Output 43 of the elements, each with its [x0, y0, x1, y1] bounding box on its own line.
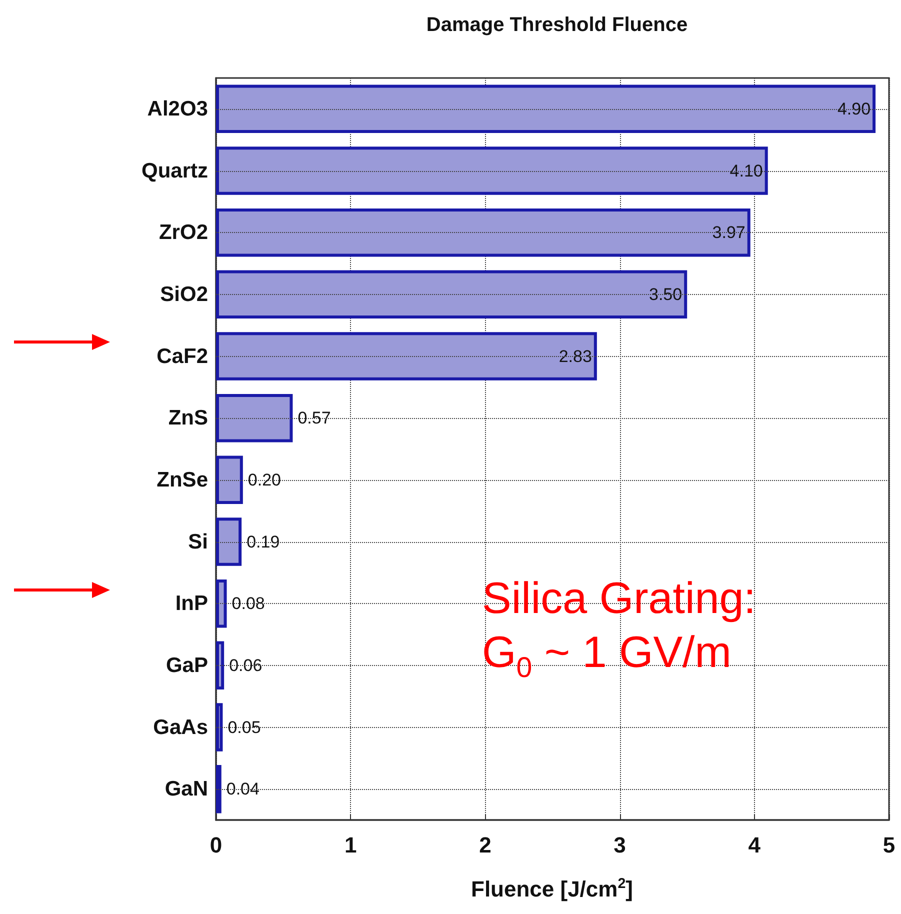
data-label: 0.06 [229, 656, 262, 675]
y-tick-label: Si [188, 530, 208, 554]
y-tick-label: GaAs [153, 716, 208, 739]
data-label: 4.90 [837, 99, 871, 118]
y-tick-label: Quartz [141, 159, 208, 182]
data-label: 2.83 [558, 346, 592, 366]
x-tick-label: 4 [748, 832, 762, 858]
bar [216, 579, 227, 628]
x-tick-label: 2 [479, 832, 492, 858]
x-tick-label: 0 [210, 832, 222, 858]
bar [216, 146, 768, 195]
data-label: 0.20 [248, 470, 282, 490]
bar [216, 208, 750, 257]
data-label: 0.57 [298, 408, 331, 428]
bar [216, 518, 242, 566]
y-tick-label: ZrO2 [158, 221, 208, 244]
data-label: 3.50 [649, 284, 682, 304]
y-tick-label: ZnSe [156, 468, 208, 492]
y-tick-label: InP [175, 592, 208, 616]
y-tick-label: CaF2 [156, 344, 208, 368]
bar [216, 394, 293, 442]
bar [216, 84, 876, 134]
y-tick-label: Al2O3 [147, 97, 208, 120]
x-tick-label: 5 [882, 832, 896, 858]
data-label: 4.10 [730, 161, 763, 180]
x-tick-label: 3 [614, 832, 626, 858]
bar [216, 332, 597, 380]
x-axis-title: Fluence [J/cm$^{2}$] [471, 876, 633, 903]
data-label: 0.08 [232, 594, 265, 614]
bar [216, 764, 222, 814]
bar [216, 703, 223, 752]
bar [216, 456, 243, 504]
y-tick-label: SiO2 [160, 282, 208, 306]
chart-title: Damage Threshold Fluence [426, 14, 688, 36]
x-tick-label: 1 [344, 832, 357, 858]
data-label: 0.04 [226, 780, 260, 799]
bar [216, 270, 688, 319]
data-label: 0.05 [228, 718, 261, 737]
bar [216, 641, 224, 690]
y-tick-label: ZnS [168, 406, 208, 430]
annotation: Silica Grating: G$_{0}$ ~ 1 GV/m [482, 573, 756, 686]
y-tick-label: GaN [164, 778, 208, 801]
y-tick-label: GaP [166, 654, 208, 677]
